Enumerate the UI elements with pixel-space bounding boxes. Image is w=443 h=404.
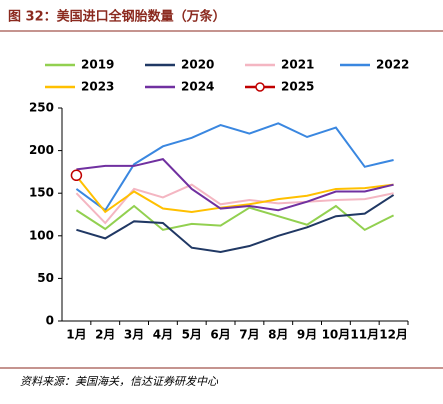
x-tick-label: 7月	[239, 328, 259, 342]
legend-label: 2020	[181, 58, 214, 72]
x-tick-label: 10月	[322, 328, 351, 342]
x-tick-label: 2月	[95, 328, 115, 342]
point	[70, 169, 83, 182]
series-line	[76, 194, 395, 254]
x-tick-label: 12月	[379, 328, 408, 342]
legend-label: 2024	[181, 80, 214, 94]
y-tick-label: 150	[29, 186, 54, 200]
legend-marker	[255, 82, 265, 92]
x-tick-label: 9月	[297, 328, 317, 342]
y-tick-label: 100	[29, 228, 54, 242]
legend-label: 2021	[281, 58, 314, 72]
series-line	[75, 204, 395, 232]
legend-label: 2025	[281, 80, 314, 94]
y-tick-label: 200	[29, 143, 54, 157]
x-tick-label: 5月	[182, 328, 202, 342]
legend-label: 2023	[81, 80, 114, 94]
x-tick-label: 11月	[350, 328, 379, 342]
series-line	[75, 175, 394, 214]
y-tick-label: 250	[29, 101, 54, 115]
source: 资料来源：美国海关，信达证券研发中心	[20, 375, 219, 388]
x-tick-label: 6月	[210, 328, 230, 342]
chart-title: 图 32：美国进口全钢胎数量（万条）	[8, 9, 226, 25]
legend-label: 2019	[81, 58, 114, 72]
x-tick-label: 4月	[153, 328, 173, 342]
y-tick-label: 0	[46, 314, 54, 328]
legend-label: 2022	[376, 58, 409, 72]
x-tick-label: 8月	[268, 328, 288, 342]
series-line	[76, 158, 394, 212]
x-tick-label: 3月	[124, 328, 144, 342]
x-tick-label: 1月	[66, 328, 86, 342]
y-tick-label: 50	[37, 271, 54, 285]
series-line	[75, 122, 394, 212]
